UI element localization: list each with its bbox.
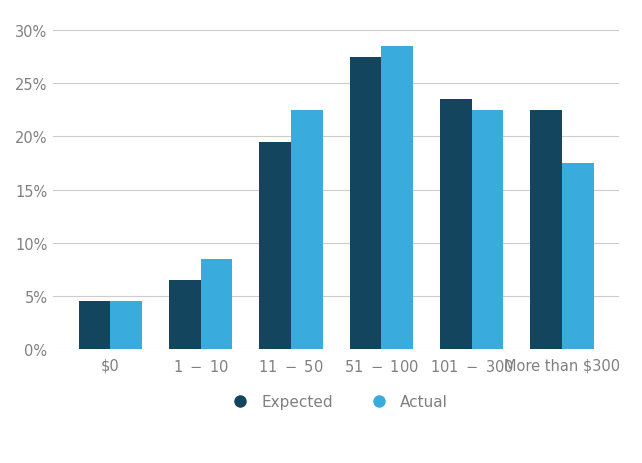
Bar	[79, 302, 110, 350]
Bar	[110, 302, 142, 350]
Bar	[350, 57, 381, 350]
Legend: Expected, Actual: Expected, Actual	[218, 388, 454, 415]
Bar	[562, 163, 594, 350]
Bar	[169, 281, 201, 350]
Bar	[259, 143, 291, 350]
Bar	[440, 100, 472, 350]
Bar	[291, 111, 323, 350]
Bar	[201, 259, 232, 350]
Bar	[381, 47, 413, 350]
Bar	[530, 111, 562, 350]
Bar	[472, 111, 503, 350]
